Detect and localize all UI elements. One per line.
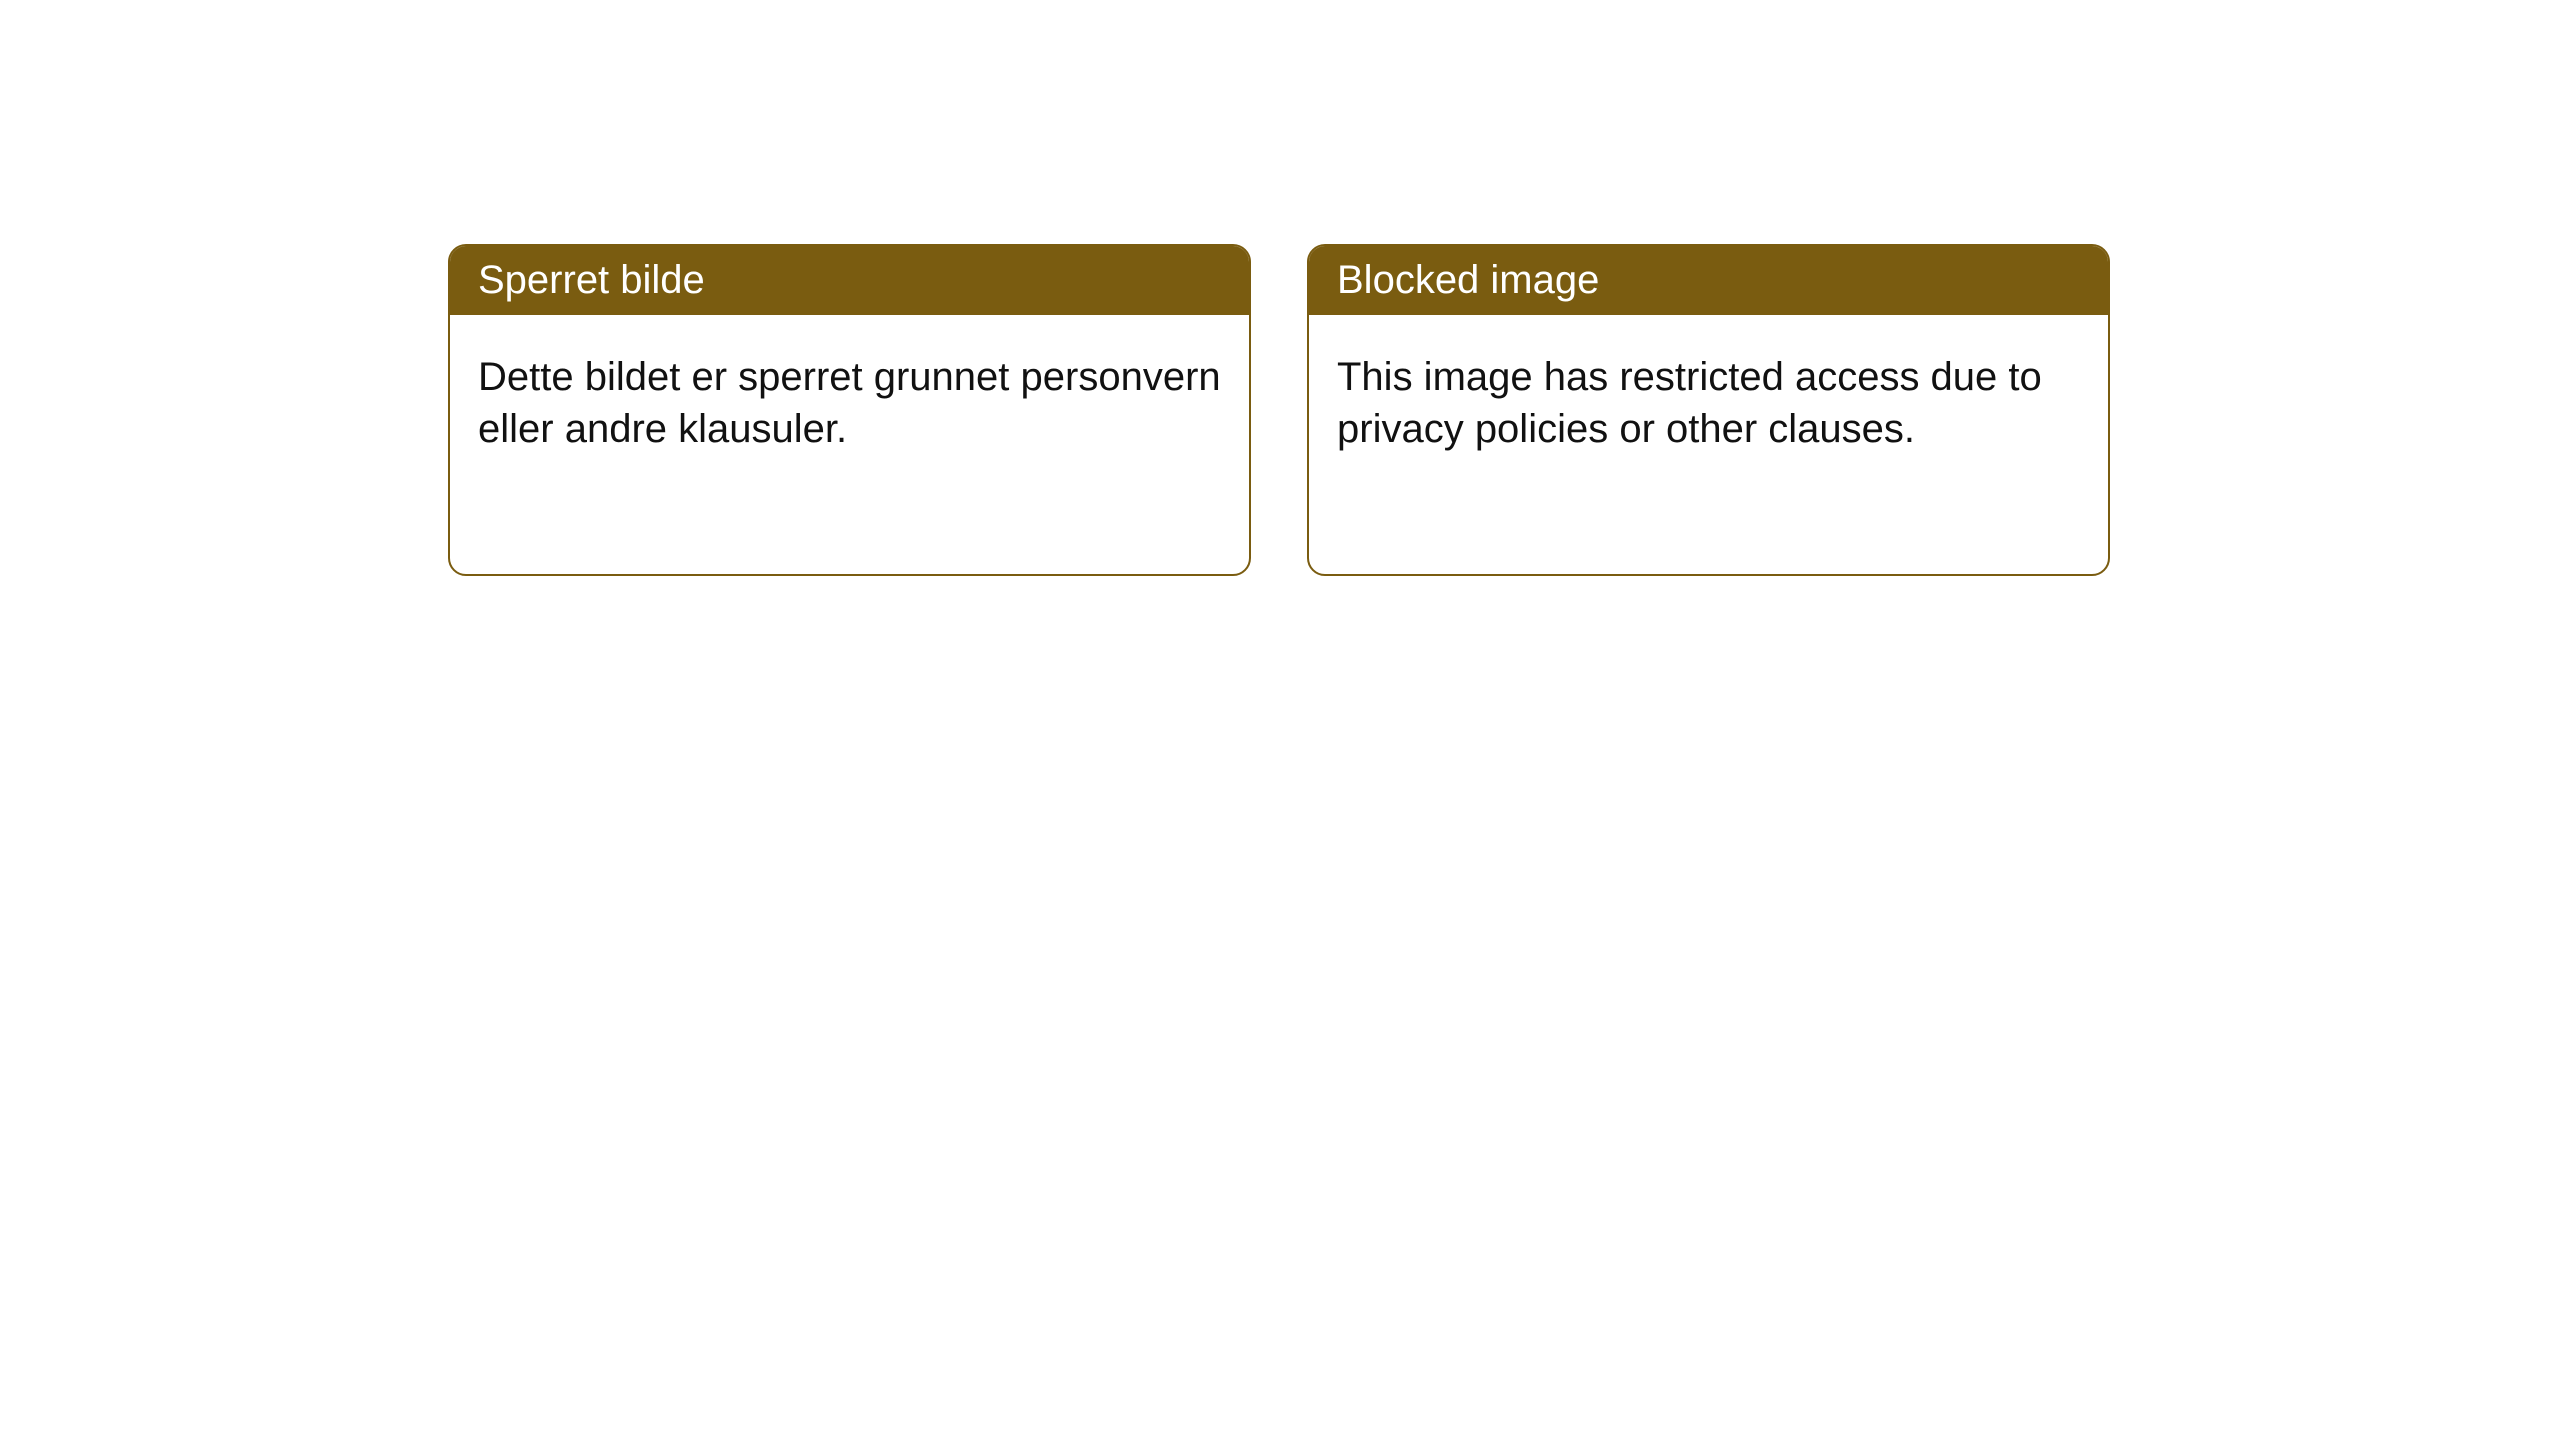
blocked-image-card-english: Blocked image This image has restricted … — [1307, 244, 2110, 576]
cards-container: Sperret bilde Dette bildet er sperret gr… — [0, 0, 2560, 576]
card-body: This image has restricted access due to … — [1309, 315, 2108, 491]
card-header: Blocked image — [1309, 246, 2108, 315]
card-body-text: This image has restricted access due to … — [1337, 355, 2042, 451]
card-body-text: Dette bildet er sperret grunnet personve… — [478, 355, 1221, 451]
card-title: Sperret bilde — [478, 258, 705, 302]
card-header: Sperret bilde — [450, 246, 1249, 315]
card-title: Blocked image — [1337, 258, 1599, 302]
blocked-image-card-norwegian: Sperret bilde Dette bildet er sperret gr… — [448, 244, 1251, 576]
card-body: Dette bildet er sperret grunnet personve… — [450, 315, 1249, 491]
